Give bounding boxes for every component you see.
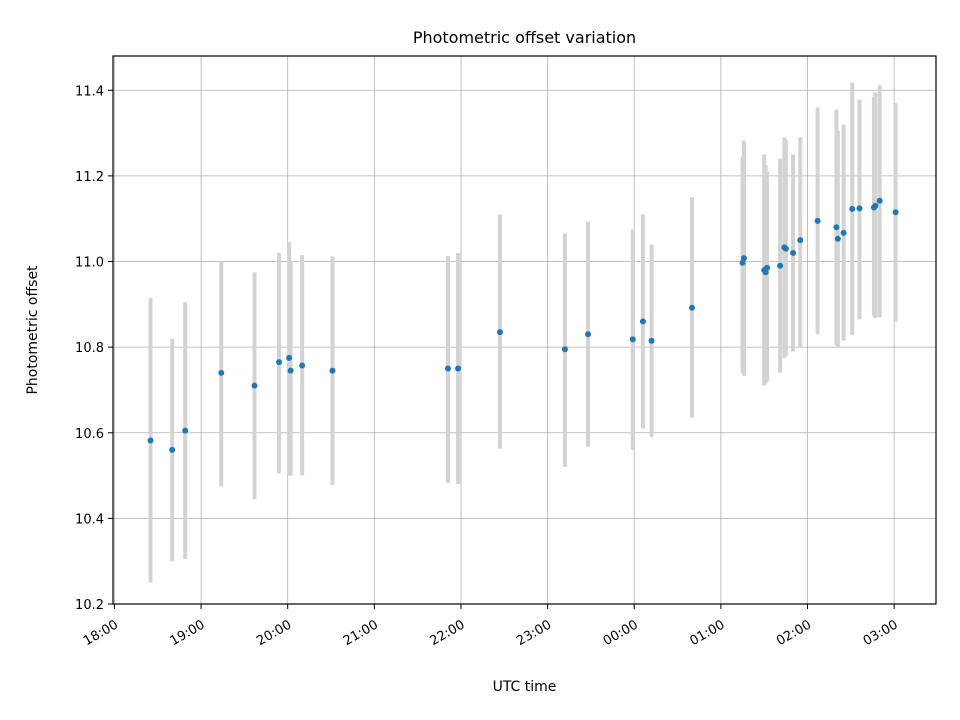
data-point bbox=[849, 205, 856, 212]
x-tick-label: 03:00 bbox=[861, 617, 901, 649]
data-point bbox=[329, 367, 336, 374]
y-tick-label: 10.4 bbox=[75, 512, 104, 527]
x-tick-label: 21:00 bbox=[341, 617, 381, 649]
x-tick-label: 23:00 bbox=[514, 617, 554, 649]
data-point bbox=[147, 437, 154, 444]
errorbars bbox=[148, 82, 898, 583]
data-point bbox=[299, 362, 306, 369]
data-point bbox=[797, 237, 804, 244]
data-point bbox=[814, 217, 821, 224]
data-point bbox=[840, 229, 847, 236]
data-point bbox=[561, 346, 568, 353]
data-point bbox=[276, 359, 283, 366]
data-point bbox=[777, 262, 784, 269]
y-axis-label: Photometric offset bbox=[25, 265, 41, 395]
data-point bbox=[856, 205, 863, 212]
data-point bbox=[585, 331, 592, 338]
x-axis-ticks: 18:00 19:00 20:00 21:00 22:00 23:00 00:00 01:00… bbox=[81, 604, 901, 649]
data-point bbox=[790, 249, 797, 256]
data-point bbox=[764, 264, 771, 271]
x-tick-label: 00:00 bbox=[601, 617, 641, 649]
x-axis-label: UTC time bbox=[493, 679, 557, 695]
data-point bbox=[872, 202, 879, 209]
y-tick-label: 11.0 bbox=[75, 256, 104, 271]
y-tick-label: 10.2 bbox=[75, 598, 104, 613]
data-point bbox=[648, 337, 655, 344]
data-point bbox=[782, 245, 789, 252]
data-point bbox=[833, 224, 840, 231]
data-point bbox=[892, 209, 899, 216]
data-point bbox=[834, 235, 841, 242]
data-point bbox=[629, 336, 636, 343]
data-point bbox=[286, 354, 293, 361]
data-point bbox=[455, 365, 462, 372]
data-point bbox=[169, 446, 176, 453]
y-tick-label: 10.6 bbox=[75, 427, 104, 442]
y-tick-label: 11.4 bbox=[75, 84, 104, 99]
x-tick-label: 19:00 bbox=[168, 617, 208, 649]
x-tick-label: 18:00 bbox=[81, 617, 121, 649]
x-tick-label: 20:00 bbox=[254, 617, 294, 649]
data-point bbox=[218, 369, 225, 376]
data-point bbox=[251, 382, 258, 389]
data-point bbox=[444, 365, 451, 372]
y-tick-label: 10.8 bbox=[75, 341, 104, 356]
y-tick-label: 11.2 bbox=[75, 170, 104, 185]
y-axis-ticks: 10.2 10.4 10.6 10.8 11.0 11.2 11.4 bbox=[75, 84, 113, 613]
data-point bbox=[496, 329, 503, 336]
data-point bbox=[740, 255, 747, 262]
chart-title: Photometric offset variation bbox=[413, 28, 636, 47]
data-point bbox=[688, 304, 695, 311]
x-tick-label: 02:00 bbox=[774, 617, 814, 649]
data-point bbox=[639, 318, 646, 325]
x-tick-label: 22:00 bbox=[428, 617, 468, 649]
data-point bbox=[739, 259, 746, 266]
grid bbox=[113, 56, 936, 605]
data-point bbox=[287, 367, 294, 374]
data-points bbox=[147, 197, 899, 453]
data-point bbox=[876, 197, 883, 204]
data-point bbox=[182, 427, 189, 434]
x-tick-label: 01:00 bbox=[687, 617, 727, 649]
plot-frame bbox=[112, 55, 937, 605]
